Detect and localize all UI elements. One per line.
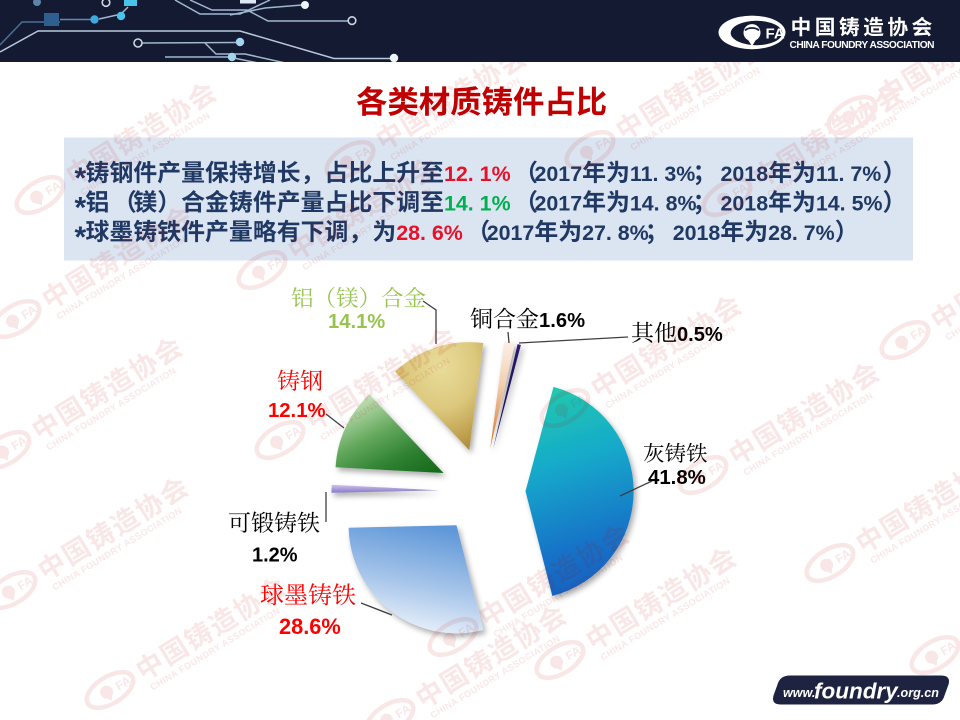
svg-text:FA: FA: [19, 302, 40, 322]
svg-text:FA: FA: [283, 423, 304, 443]
svg-text:FA: FA: [15, 573, 36, 593]
svg-text:14. 1%: 14. 1%: [444, 192, 511, 216]
svg-text:FA: FA: [908, 323, 929, 343]
svg-text:11. 7%: 11. 7%: [816, 162, 881, 186]
svg-text:*: *: [75, 221, 87, 254]
svg-text:FA: FA: [833, 546, 854, 566]
svg-text:1.6%: 1.6%: [539, 310, 585, 332]
svg-text:FA: FA: [766, 26, 785, 43]
svg-text:28. 7%: 28. 7%: [768, 221, 835, 245]
svg-text:FA: FA: [353, 143, 374, 163]
svg-text:FA: FA: [113, 673, 134, 693]
svg-text:FA: FA: [456, 620, 477, 640]
svg-text:.org.cn: .org.cn: [897, 686, 939, 700]
svg-text:CHINA FOUNDRY ASSOCIATION: CHINA FOUNDRY ASSOCIATION: [790, 40, 935, 51]
svg-text:FA: FA: [730, 180, 751, 200]
svg-text:41.8%: 41.8%: [648, 467, 706, 489]
svg-text:FA: FA: [568, 391, 589, 411]
svg-text:12. 1%: 12. 1%: [444, 162, 511, 186]
svg-text:28.6%: 28.6%: [279, 614, 341, 639]
svg-text:2017: 2017: [535, 162, 583, 186]
svg-text:2018: 2018: [721, 192, 769, 216]
svg-text:14. 5%: 14. 5%: [816, 192, 883, 216]
svg-text:FA: FA: [855, 98, 876, 118]
svg-text:FA: FA: [706, 458, 727, 478]
svg-text:12.1%: 12.1%: [268, 400, 326, 422]
svg-text:FA: FA: [593, 133, 614, 153]
svg-text:*: *: [75, 192, 87, 225]
svg-text:FA: FA: [938, 638, 959, 658]
svg-text:FA: FA: [393, 701, 414, 720]
svg-text:2017: 2017: [535, 192, 583, 216]
svg-text:14.1%: 14.1%: [328, 311, 385, 333]
svg-text:28. 6%: 28. 6%: [396, 221, 463, 245]
svg-text:FA: FA: [9, 433, 30, 453]
svg-text:11. 3%: 11. 3%: [630, 162, 695, 186]
svg-text:1.2%: 1.2%: [252, 545, 298, 567]
svg-text:27. 8%: 27. 8%: [582, 221, 649, 245]
svg-text:FA: FA: [265, 253, 286, 273]
svg-text:foundry: foundry: [814, 679, 899, 704]
svg-text:2017: 2017: [487, 221, 535, 245]
svg-text:2018: 2018: [673, 221, 721, 245]
svg-text:www.: www.: [783, 686, 815, 700]
svg-text:14. 8%: 14. 8%: [630, 192, 697, 216]
svg-text:FA: FA: [43, 178, 64, 198]
svg-text:FA: FA: [563, 643, 584, 663]
